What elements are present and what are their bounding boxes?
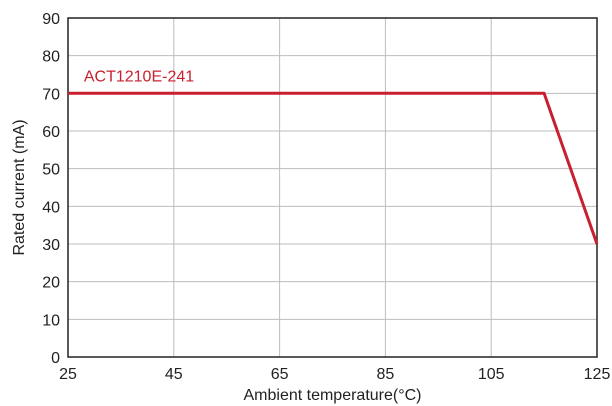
- y-axis-title: Rated current (mA): [11, 119, 28, 255]
- y-tick-label: 80: [42, 49, 60, 66]
- x-tick-label: 45: [165, 366, 183, 383]
- y-tick-label: 20: [42, 275, 60, 292]
- y-tick-label: 90: [42, 11, 60, 28]
- series-group: ACT1210E-241: [68, 68, 599, 245]
- y-tick-label: 40: [42, 199, 60, 216]
- y-tick-label: 50: [42, 162, 60, 179]
- x-tick-label: 65: [271, 366, 289, 383]
- y-tick-label: 70: [42, 86, 60, 103]
- x-tick-label: 25: [59, 366, 77, 383]
- x-tick-label: 125: [584, 366, 611, 383]
- x-tick-label: 85: [377, 366, 395, 383]
- y-tick-label: 10: [42, 312, 60, 329]
- series-line: [68, 91, 599, 245]
- y-axis: 0 10 20 30 40 50 60 70 80 90: [42, 11, 60, 367]
- plot-frame: [67, 17, 598, 358]
- x-axis-title: Ambient temperature(°C): [243, 387, 421, 404]
- x-tick-label: 105: [478, 366, 505, 383]
- y-tick-label: 30: [42, 237, 60, 254]
- x-axis: 25 45 65 85 105 125: [59, 366, 610, 383]
- series-label: ACT1210E-241: [84, 68, 194, 85]
- y-tick-label: 0: [51, 350, 60, 367]
- y-tick-label: 60: [42, 124, 60, 141]
